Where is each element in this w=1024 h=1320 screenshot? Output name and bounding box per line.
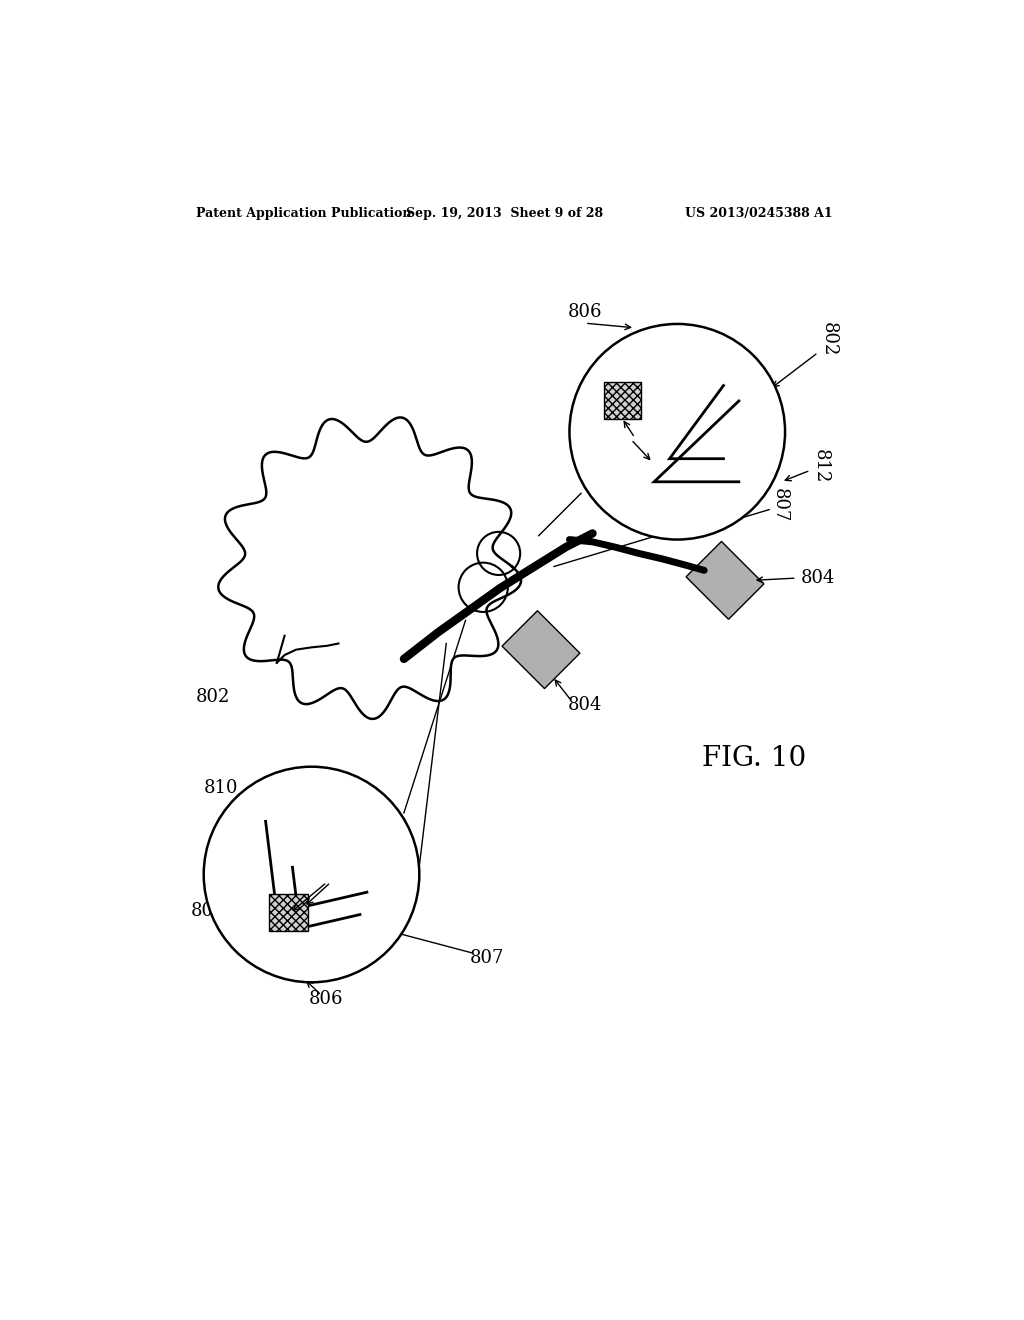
Polygon shape	[502, 611, 580, 689]
Text: 807: 807	[469, 949, 504, 966]
Text: 806: 806	[568, 304, 602, 321]
Text: Patent Application Publication: Patent Application Publication	[196, 207, 412, 220]
Circle shape	[569, 323, 785, 540]
Text: 807: 807	[771, 487, 790, 523]
Text: Sep. 19, 2013  Sheet 9 of 28: Sep. 19, 2013 Sheet 9 of 28	[407, 207, 603, 220]
Bar	[604, 381, 641, 418]
Text: FIG. 10: FIG. 10	[702, 746, 806, 772]
Text: 802: 802	[196, 689, 230, 706]
Circle shape	[204, 767, 419, 982]
Text: 810: 810	[204, 779, 239, 797]
Text: US 2013/0245388 A1: US 2013/0245388 A1	[685, 207, 833, 220]
Polygon shape	[686, 541, 764, 619]
Text: 812: 812	[812, 449, 830, 483]
Text: 804: 804	[801, 569, 835, 587]
Text: 806: 806	[309, 990, 344, 1008]
Text: 802: 802	[190, 903, 225, 920]
Bar	[269, 894, 307, 931]
Text: 804: 804	[568, 696, 602, 714]
Text: 802: 802	[819, 322, 838, 356]
